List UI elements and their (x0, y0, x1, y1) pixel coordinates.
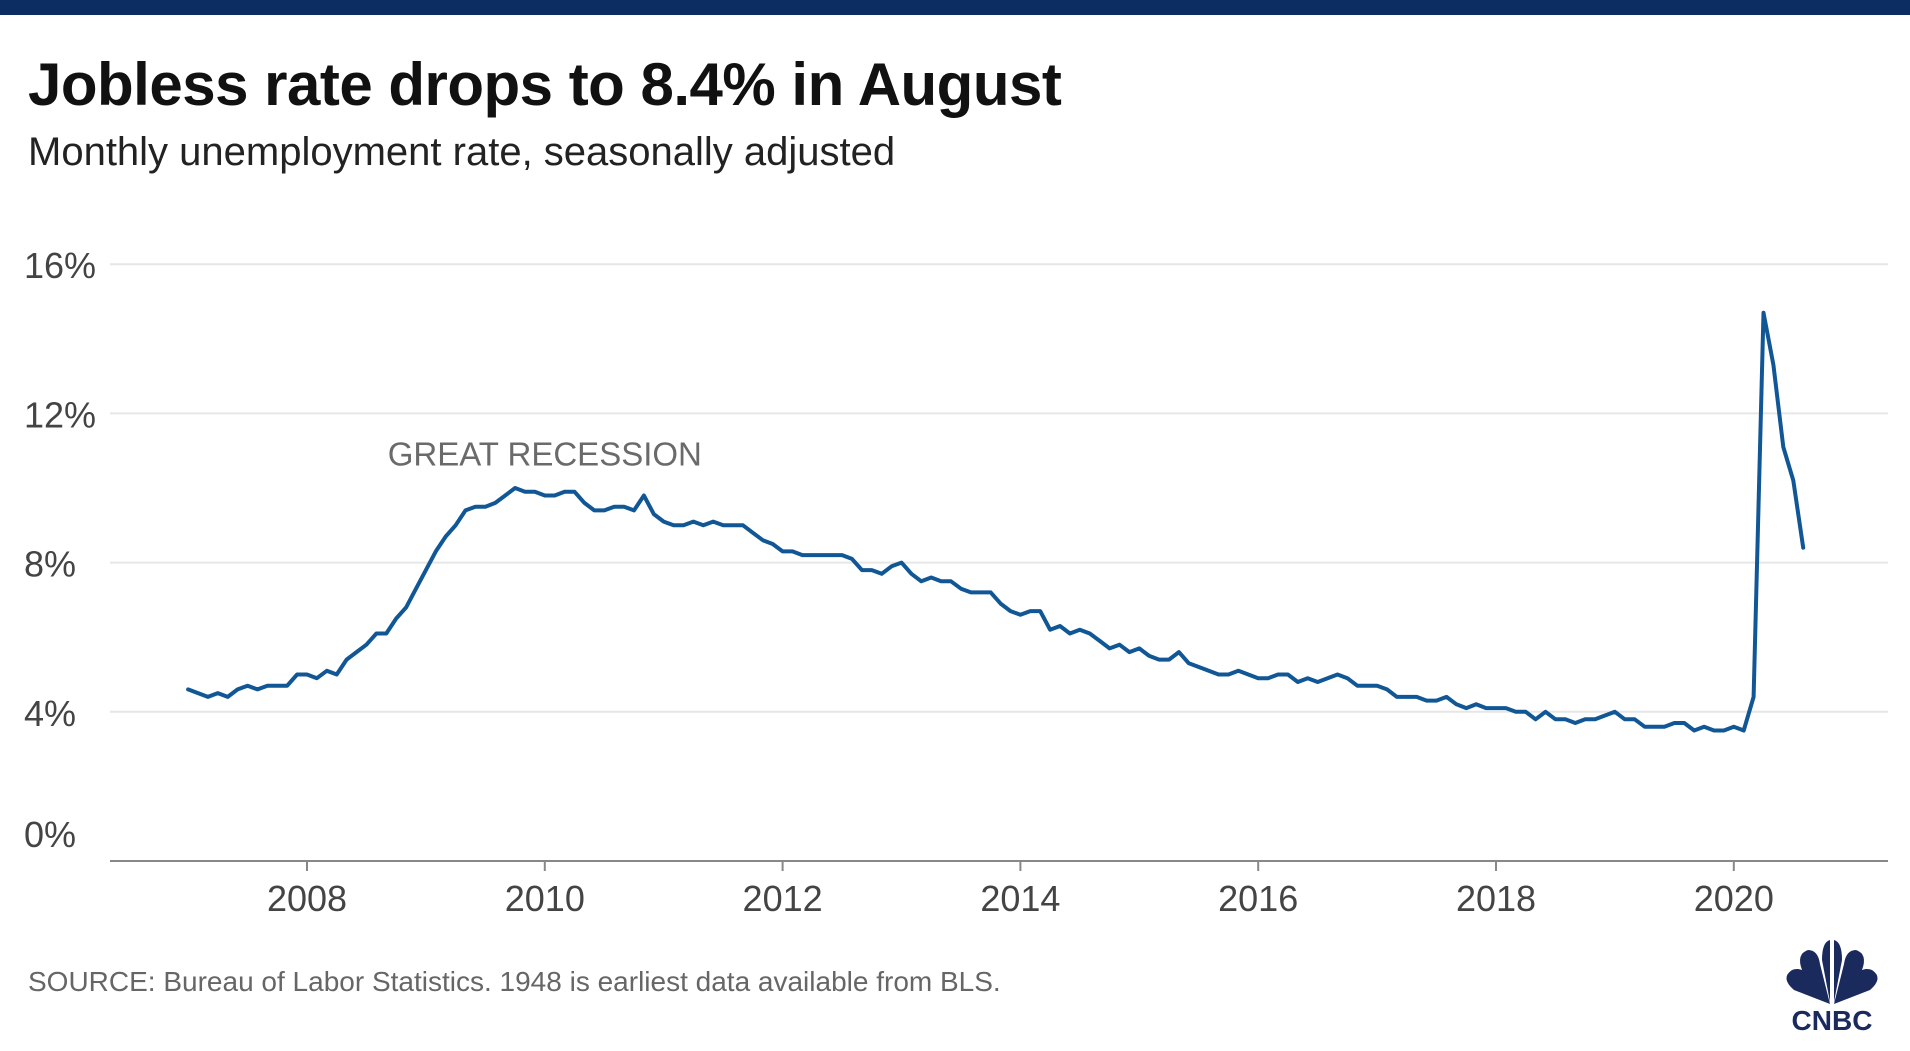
x-tick-label: 2014 (980, 878, 1060, 919)
y-tick-label: 8% (24, 544, 76, 585)
y-tick-label: 4% (24, 693, 76, 734)
chart-title: Jobless rate drops to 8.4% in August (28, 51, 1062, 118)
logo-text: CNBC (1792, 1005, 1873, 1034)
annotation-great-recession: GREAT RECESSION (388, 436, 702, 473)
x-tick-label: 2016 (1218, 878, 1298, 919)
y-tick-label: 0% (24, 814, 76, 855)
chart-subtitle: Monthly unemployment rate, seasonally ad… (28, 130, 896, 174)
y-axis-ticks: 0% 4% 8% 12% 16% (24, 245, 96, 855)
x-tick-label: 2010 (505, 878, 585, 919)
y-tick-label: 16% (24, 245, 96, 286)
source-note: SOURCE: Bureau of Labor Statistics. 1948… (28, 966, 1001, 997)
unemployment-rate-line (186, 310, 1806, 733)
x-tick-label: 2018 (1456, 878, 1536, 919)
x-tick-label: 2020 (1694, 878, 1774, 919)
cnbc-peacock-logo: CNBC (1786, 940, 1878, 1034)
x-axis-ticks: 2008 2010 2012 2014 2016 2018 2020 (267, 861, 1774, 919)
gridlines (110, 263, 1888, 713)
top-bar (0, 0, 1910, 15)
x-tick-label: 2008 (267, 878, 347, 919)
x-tick-label: 2012 (743, 878, 823, 919)
y-tick-label: 12% (24, 394, 96, 435)
